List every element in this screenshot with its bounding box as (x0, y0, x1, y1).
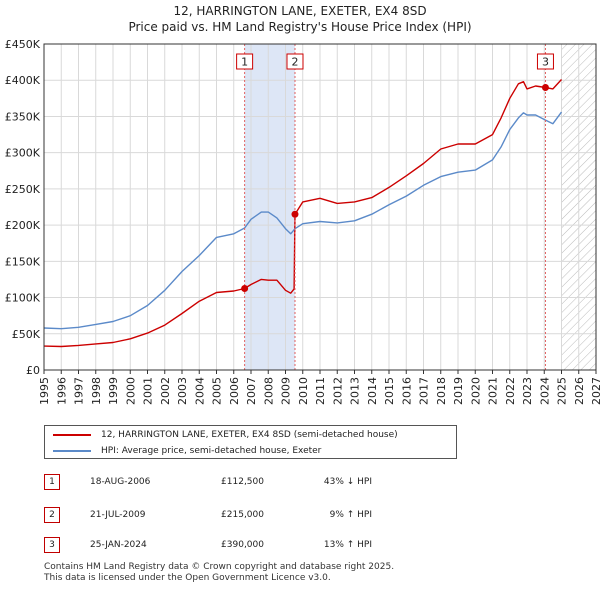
footer: Contains HM Land Registry data © Crown c… (44, 562, 394, 584)
sale-point (241, 285, 249, 292)
sale-box (236, 53, 254, 70)
y-tick-label: £450K (5, 38, 41, 51)
chart-title: 12, HARRINGTON LANE, EXETER, EX4 8SD (173, 4, 426, 18)
y-tick-label: £100K (5, 292, 41, 305)
sale-point (541, 83, 549, 91)
series-line-hpi (43, 111, 563, 330)
x-tick-label: 2015 (383, 377, 396, 405)
x-tick-label: 2003 (176, 377, 189, 405)
legend-swatch-red (53, 433, 91, 436)
x-tick-label: 2006 (228, 377, 241, 405)
x-tick-label: 1998 (90, 377, 103, 405)
x-tick-label: 2021 (487, 377, 500, 405)
series-line-property (43, 79, 563, 348)
transaction-price: £390,000 (221, 540, 264, 550)
transaction-date: 21-JUL-2009 (90, 510, 146, 520)
y-tick-label: £50K (12, 328, 41, 341)
x-tick-label: 2005 (211, 377, 224, 405)
x-tick-label: 2027 (590, 377, 600, 405)
transaction-hpi: 13% ↑ HPI (323, 540, 372, 550)
chart-subtitle: Price paid vs. HM Land Registry's House … (128, 20, 471, 34)
footer-copyright: Contains HM Land Registry data © Crown c… (44, 562, 395, 572)
x-tick-label: 2025 (556, 377, 569, 405)
x-tick-label: 1995 (38, 377, 51, 405)
sale-box-label: 1 (241, 56, 248, 69)
shaded-period (244, 44, 295, 370)
sale-box (536, 53, 554, 70)
x-tick-label: 2012 (331, 377, 344, 405)
y-tick-label: £350K (5, 110, 41, 123)
transaction-date: 18-AUG-2006 (90, 477, 151, 487)
x-tick-label: 2026 (573, 377, 586, 405)
transaction-date: 25-JAN-2024 (90, 540, 147, 550)
x-tick-label: 2023 (521, 377, 534, 405)
legend-label-hpi: HPI: Average price, semi-detached house,… (101, 446, 322, 456)
x-tick-label: 1999 (107, 377, 120, 405)
x-tick-label: 2016 (400, 377, 413, 405)
y-tick-label: £150K (5, 255, 41, 268)
x-tick-label: 2007 (245, 377, 258, 405)
x-tick-label: 2018 (435, 377, 448, 405)
chart: 12, HARRINGTON LANE, EXETER, EX4 8SD Pri… (5, 4, 600, 405)
legend: 12, HARRINGTON LANE, EXETER, EX4 8SD (se… (44, 425, 457, 459)
y-tick-label: £200K (5, 219, 41, 232)
x-tick-label: 1996 (55, 377, 68, 405)
x-tick-label: 1997 (73, 377, 86, 405)
x-tick-label: 2013 (349, 377, 362, 405)
transaction-badge: 3 (44, 537, 60, 553)
transaction-badge: 2 (44, 507, 60, 523)
x-tick-label: 2017 (418, 377, 431, 405)
x-tick-label: 2010 (297, 377, 310, 405)
y-tick-label: £0 (26, 364, 40, 377)
sale-box-label: 3 (542, 56, 549, 69)
legend-item-hpi: HPI: Average price, semi-detached house,… (53, 443, 321, 459)
transaction-price: £215,000 (221, 510, 264, 520)
x-tick-label: 2022 (504, 377, 517, 405)
y-tick-label: £400K (5, 74, 41, 87)
footer-licence: This data is licensed under the Open Gov… (44, 573, 331, 583)
y-tick-label: £250K (5, 183, 41, 196)
x-tick-label: 2008 (262, 377, 275, 405)
x-tick-label: 2000 (124, 377, 137, 405)
x-tick-label: 2002 (159, 377, 172, 405)
x-tick-label: 2014 (366, 377, 379, 405)
sale-box-label: 2 (291, 56, 298, 69)
transaction-price: £112,500 (221, 477, 264, 487)
sale-point (291, 210, 299, 218)
sale-box (286, 53, 304, 70)
transaction-hpi: 9% ↑ HPI (329, 510, 372, 520)
x-tick-label: 2020 (469, 377, 482, 405)
x-tick-label: 2011 (314, 377, 327, 405)
legend-label-property: 12, HARRINGTON LANE, EXETER, EX4 8SD (se… (101, 430, 398, 440)
legend-swatch-blue (53, 449, 91, 452)
x-tick-label: 2004 (193, 377, 206, 405)
legend-item-property: 12, HARRINGTON LANE, EXETER, EX4 8SD (se… (53, 427, 398, 443)
transaction-hpi: 43% ↓ HPI (323, 477, 372, 487)
x-tick-label: 2001 (142, 377, 155, 405)
x-tick-label: 2019 (452, 377, 465, 405)
x-tick-label: 2024 (538, 377, 551, 405)
transaction-badge: 1 (44, 474, 60, 490)
x-tick-label: 2009 (280, 377, 293, 405)
y-tick-label: £300K (5, 147, 41, 160)
